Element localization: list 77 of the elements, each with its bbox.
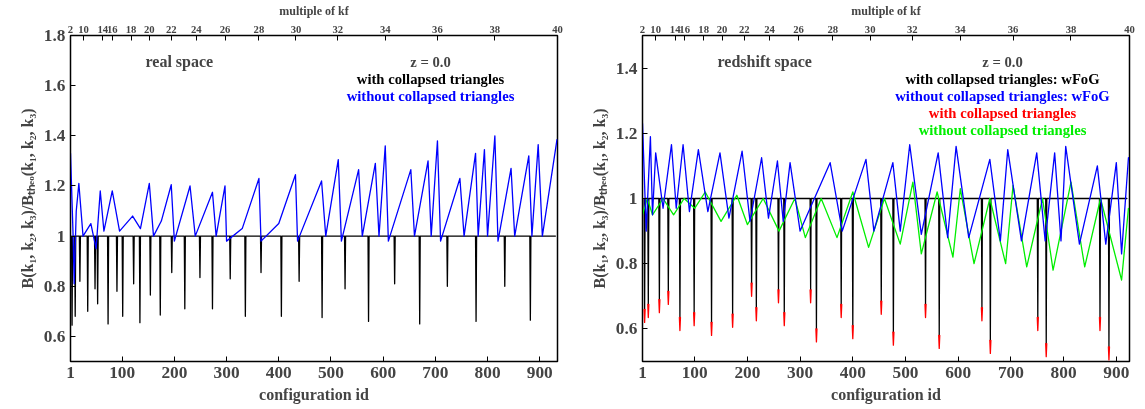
- text: with collapsed triangles: wFoG: [905, 70, 1100, 87]
- text: 20: [716, 23, 728, 35]
- y-tick-label: 1.2: [615, 123, 638, 143]
- text: 30: [290, 23, 302, 35]
- text: 28: [827, 23, 839, 35]
- text: 38: [1065, 23, 1077, 35]
- x-tick-label: 800: [474, 362, 501, 382]
- x-tick-label: 400: [839, 362, 866, 382]
- text: with collapsed triangles: [356, 70, 505, 87]
- x-axis-title: configuration id: [259, 385, 369, 404]
- text: 30: [864, 23, 876, 35]
- text: 18: [698, 23, 709, 35]
- x-axis-title: configuration id: [831, 385, 941, 404]
- text: 16: [679, 23, 691, 35]
- text: multiple of kf: [279, 3, 350, 18]
- x-tick-label: 900: [1103, 362, 1130, 382]
- annotation: real space: [145, 53, 214, 72]
- text: 36: [432, 23, 444, 35]
- text: 40: [1124, 23, 1135, 35]
- text: 18: [125, 23, 137, 35]
- text: 24: [190, 23, 203, 35]
- x-tick-label: 200: [161, 362, 188, 382]
- y-tick-label: 0.8: [43, 276, 66, 296]
- text: 38: [489, 23, 501, 35]
- text: 24: [764, 23, 776, 35]
- y-tick-label: 1.4: [615, 58, 638, 78]
- x-tick-label: 300: [213, 362, 240, 382]
- text: 26: [219, 23, 231, 35]
- annotation: z = 0.0: [410, 53, 451, 70]
- text: 20: [143, 23, 155, 35]
- x-tick-label: 800: [1050, 362, 1077, 382]
- text: 28: [253, 23, 265, 35]
- x-tick-label: 300: [787, 362, 814, 382]
- y-tick-label: 0.6: [43, 326, 66, 346]
- text: 34: [379, 23, 392, 35]
- y-tick-label: 1.6: [43, 76, 66, 96]
- x-tick-label: 400: [265, 362, 292, 382]
- x-tick-label: 100: [681, 362, 708, 382]
- text: 22: [165, 23, 177, 35]
- text: 26: [793, 23, 805, 35]
- y-tick-label: 1: [628, 189, 638, 208]
- text: 10: [650, 23, 661, 35]
- text: 32: [907, 23, 918, 35]
- x-tick-label: 500: [892, 362, 919, 382]
- y-tick-label: 1.2: [43, 176, 66, 196]
- text: multiple of kf: [851, 3, 922, 18]
- y-axis-title: B(k₁, k₂, k₃)/Bₜₕₑₒ(k₁, k₂, k₃): [590, 108, 609, 289]
- y-tick-label: 0.6: [615, 319, 638, 339]
- x-tick-label: 100: [109, 362, 136, 382]
- text: without collapsed triangles: [918, 121, 1087, 138]
- x-tick-label: 500: [317, 362, 344, 382]
- annotation: redshift space: [717, 53, 812, 72]
- x-tick-label: 700: [997, 362, 1024, 382]
- x-tick-label: 600: [945, 362, 972, 382]
- y-axis-title: B(k₁, k₂, k₃)/Bₜₕₑₒ(k₁, k₂, k₃): [18, 108, 37, 289]
- x-tick-label: 900: [526, 362, 553, 382]
- text: 2: [67, 23, 74, 35]
- text: 10: [78, 23, 89, 35]
- text: 40: [552, 23, 563, 35]
- x-tick-label: 600: [370, 362, 397, 382]
- text: without collapsed triangles: [346, 87, 515, 104]
- text: with collapsed triangles: [928, 104, 1077, 121]
- x-tick-label: 200: [734, 362, 761, 382]
- text: 14: [669, 23, 682, 35]
- y-tick-label: 1.4: [43, 126, 66, 146]
- text: 36: [1007, 23, 1020, 35]
- y-tick-label: 0.8: [615, 254, 638, 274]
- annotation: z = 0.0: [982, 53, 1023, 70]
- text: 14: [97, 23, 109, 35]
- text: 22: [738, 23, 750, 35]
- text: 32: [332, 23, 344, 35]
- text: 2: [639, 23, 646, 35]
- text: without collapsed triangles: wFoG: [895, 87, 1110, 104]
- y-tick-label: 1: [56, 226, 66, 246]
- y-tick-label: 1.8: [43, 26, 66, 45]
- x-tick-label: 700: [422, 362, 449, 382]
- text: 34: [954, 23, 967, 35]
